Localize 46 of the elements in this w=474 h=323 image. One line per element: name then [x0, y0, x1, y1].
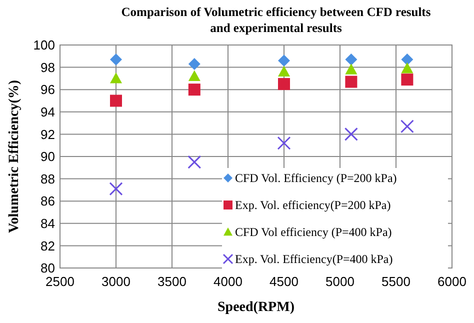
x-tick-label: 4000	[214, 274, 242, 289]
point	[400, 120, 414, 134]
y-tick-label: 86	[40, 194, 55, 209]
point	[401, 53, 414, 66]
legend-label: Exp. Vol. efficiency(P=200 kPa)	[235, 198, 391, 212]
x-tick-label: 3000	[102, 274, 130, 289]
y-tick-label: 90	[40, 149, 55, 164]
x-tick-label: 5500	[382, 274, 410, 289]
y-tick-label: 80	[40, 260, 55, 276]
point	[345, 64, 358, 74]
point	[278, 78, 290, 90]
x-tick-label: 5000	[326, 274, 354, 289]
y-tick-label: 92	[40, 126, 55, 142]
point	[345, 53, 358, 66]
legend-label: CFD Vol efficiency (P=400 kPa)	[235, 225, 392, 240]
point	[110, 72, 122, 84]
point	[345, 76, 358, 88]
point	[278, 54, 290, 67]
y-tick-label: 82	[40, 238, 55, 254]
legend-label: Exp. Vol. Efficiency(P=400 kPa)	[235, 252, 393, 266]
legend-label: CFD Vol. Efficiency (P=200 kPa)	[235, 171, 397, 186]
point	[188, 155, 202, 169]
point	[188, 84, 200, 96]
x-axis-title: Speed(RPM)	[218, 300, 295, 315]
point	[188, 70, 200, 82]
point	[401, 62, 414, 74]
x-tick-label: 6000	[438, 274, 466, 289]
y-tick-label: 94	[40, 104, 55, 120]
point	[110, 94, 122, 107]
chart-title: Comparison of Volumetric efficiency between CFD results and experimental results	[121, 5, 431, 35]
y-tick-label: 84	[40, 216, 55, 231]
point	[278, 66, 290, 77]
point	[188, 58, 200, 70]
y-tick-label: 88	[40, 171, 55, 186]
y-tick-label: 98	[40, 60, 55, 75]
x-tick-label: 3500	[158, 274, 186, 289]
point	[401, 74, 414, 86]
x-tick-label: 2500	[46, 274, 74, 289]
y-tick-label: 100	[33, 38, 55, 53]
point	[109, 182, 123, 196]
point	[277, 136, 291, 150]
y-tick-label: 96	[40, 82, 55, 98]
y-axis-title: Volumetric Efficiency(%)	[7, 80, 22, 234]
point	[110, 53, 122, 66]
point	[344, 127, 358, 141]
x-tick-label: 4500	[270, 274, 298, 289]
